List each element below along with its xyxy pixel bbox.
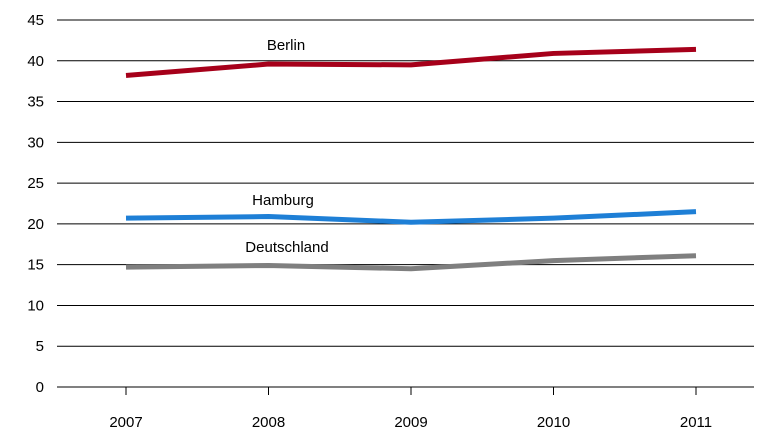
series-label-deutschland: Deutschland [245,239,328,256]
x-tick-label: 2010 [537,414,570,431]
y-tick-label: 25 [27,175,44,192]
series-labels: Berlin Hamburg Deutschland [245,37,328,256]
x-tick-label: 2007 [109,414,142,431]
series-label-hamburg: Hamburg [252,192,314,209]
y-tick-label: 5 [36,338,44,355]
y-tick-label: 40 [27,53,44,70]
y-tick-label: 0 [36,379,44,396]
y-tick-label: 15 [27,257,44,274]
y-tick-label: 20 [27,216,44,233]
series-line-hamburg [125,209,697,225]
series-lines [125,46,697,272]
y-tick-label: 30 [27,134,44,151]
x-tick-label: 2011 [680,414,712,431]
y-tick-label: 45 [27,12,44,29]
y-tick-label: 10 [27,297,44,314]
gridlines [57,19,754,347]
axes: 0 5 10 15 20 25 30 35 40 45 2007 2008 2009 2010 2011 [27,12,754,431]
series-line-deutschland [125,253,697,272]
x-tick-label: 2009 [394,414,427,431]
y-tick-label: 35 [27,94,44,111]
series-label-berlin: Berlin [267,37,305,54]
series-line-berlin [125,46,697,78]
x-tick-label: 2008 [252,414,285,431]
